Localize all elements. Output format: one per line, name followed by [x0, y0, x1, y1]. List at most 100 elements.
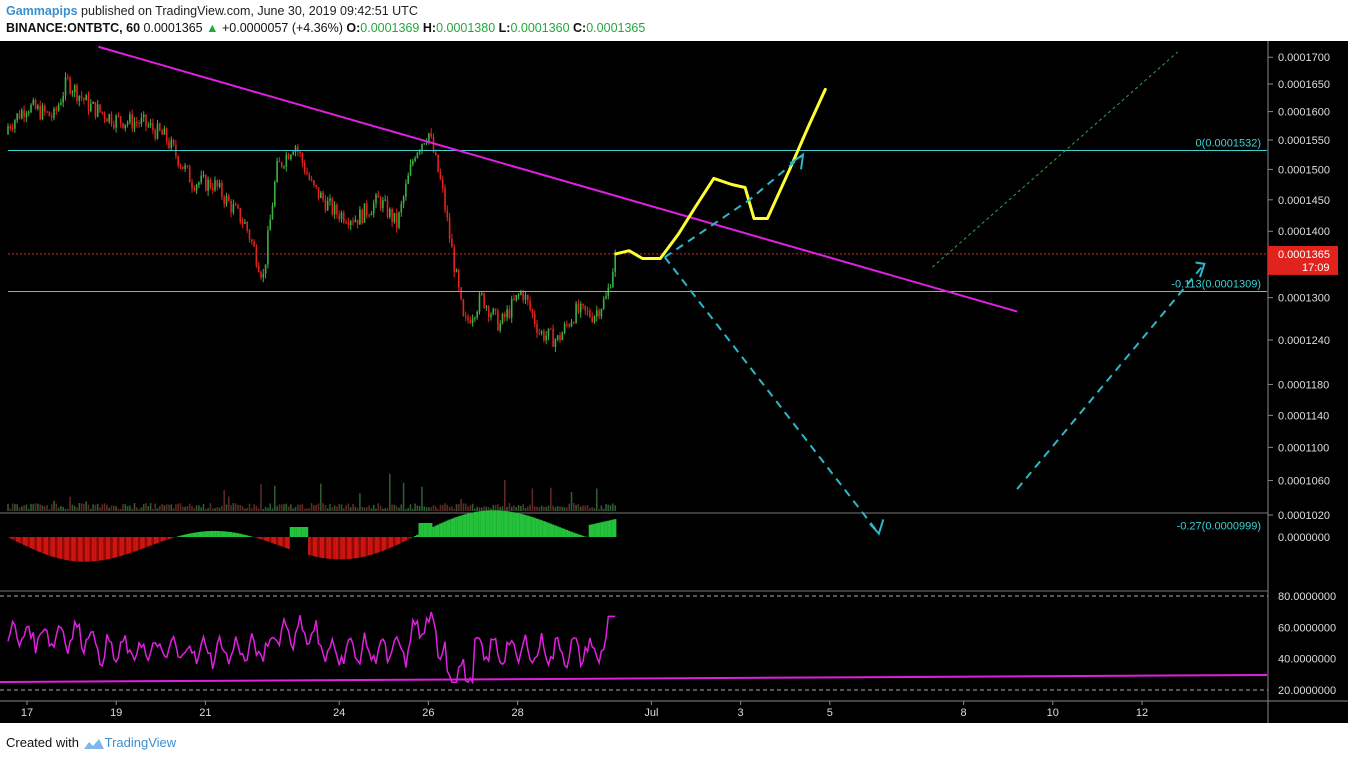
- candle-body: [476, 311, 478, 318]
- volume-bar: [575, 504, 577, 511]
- volume-bar: [200, 507, 202, 511]
- candle-body: [349, 221, 352, 226]
- time-tick-label: Jul: [644, 707, 658, 719]
- macd-bar: [298, 527, 302, 537]
- candle-body: [50, 116, 53, 118]
- macd-bar: [195, 532, 198, 537]
- macd-bar: [404, 537, 408, 541]
- macd-bar: [289, 527, 293, 537]
- time-tick-label: 17: [21, 707, 33, 719]
- candle-body: [501, 313, 504, 324]
- macd-bar: [427, 523, 431, 537]
- macd-bar: [609, 520, 612, 537]
- volume-bars: [7, 473, 616, 511]
- macd-bar: [324, 537, 327, 559]
- macd-bar: [303, 527, 306, 537]
- volume-bar: [209, 503, 212, 511]
- candle-body: [510, 299, 513, 318]
- author-name[interactable]: Gammapips: [6, 4, 78, 18]
- macd-bar: [434, 525, 437, 537]
- volume-bar: [85, 501, 87, 511]
- price-chart[interactable]: 0(0.0001532) -0.113(0.0001309) -0.27(0.000…: [0, 41, 1348, 723]
- candle-body: [241, 222, 244, 224]
- price-tick-label: 0.0001180: [1278, 379, 1329, 391]
- up-arrow-icon: ▲: [206, 21, 219, 35]
- macd-bar: [469, 512, 472, 537]
- macd-bar: [517, 513, 520, 537]
- volume-bar: [405, 508, 407, 511]
- volume-bar: [584, 505, 587, 511]
- candle-body: [23, 110, 25, 118]
- candle-body: [177, 155, 179, 166]
- volume-bar: [517, 504, 520, 511]
- candle-body: [287, 154, 290, 160]
- candle-body: [556, 335, 559, 340]
- volume-bar: [290, 504, 292, 511]
- dashed-projection-up: [664, 153, 804, 259]
- candle-body: [46, 111, 48, 113]
- macd-bar: [542, 521, 546, 537]
- macd-bar: [266, 537, 270, 542]
- volume-bar: [99, 507, 101, 511]
- candle-body: [55, 108, 58, 111]
- macd-tick-label: 0.0000000: [1278, 532, 1330, 544]
- macd-bar: [18, 537, 21, 543]
- candle-body: [115, 115, 117, 128]
- volume-bar: [294, 506, 297, 511]
- last-price: 0.0001365: [143, 21, 203, 35]
- volume-bar: [568, 503, 570, 511]
- macd-bar: [565, 529, 569, 537]
- volume-bar: [423, 506, 426, 511]
- candle-body: [106, 118, 108, 122]
- macd-bar: [455, 517, 458, 537]
- macd-bar: [213, 530, 217, 537]
- macd-bar: [478, 511, 481, 537]
- chart-frame[interactable]: 0(0.0001532) -0.113(0.0001309) -0.27(0.000…: [0, 41, 1348, 723]
- candle-body: [602, 298, 605, 310]
- macd-bar: [55, 537, 58, 558]
- macd-bar: [232, 532, 235, 537]
- candle-body: [352, 221, 354, 223]
- candle-body: [582, 303, 584, 306]
- macd-bar: [220, 531, 224, 537]
- volume-bar: [297, 504, 299, 511]
- candle-body: [269, 219, 271, 231]
- macd-bar: [114, 537, 118, 558]
- created-with-text: Created with: [6, 735, 79, 750]
- volume-bar: [228, 496, 230, 511]
- candle-body: [393, 212, 396, 223]
- volume-bar: [462, 503, 465, 511]
- macd-bar: [271, 537, 274, 544]
- candle-body: [64, 77, 67, 96]
- volume-bar: [375, 508, 377, 511]
- candle-body: [39, 105, 41, 120]
- macd-bar: [82, 537, 86, 562]
- macd-bar: [78, 537, 81, 562]
- volume-bar: [149, 503, 152, 511]
- volume-bar: [122, 504, 124, 511]
- macd-bar: [13, 537, 17, 541]
- macd-bar: [611, 519, 615, 537]
- volume-bar: [172, 508, 175, 511]
- arrow-head-icon: [1195, 261, 1206, 278]
- low-value: 0.0001360: [510, 21, 570, 35]
- candle-body: [579, 303, 582, 313]
- candle-body: [409, 164, 412, 176]
- candle-body: [531, 309, 534, 314]
- candle-body: [280, 162, 283, 167]
- macd-bar: [160, 537, 164, 542]
- macd-bar: [358, 537, 362, 558]
- price-tick-label: 0.0001400: [1278, 226, 1330, 238]
- volume-bar: [152, 508, 154, 511]
- macd-bar: [167, 537, 171, 540]
- macd-bar: [57, 537, 60, 559]
- macd-bar: [124, 537, 127, 555]
- macd-bar: [496, 510, 500, 537]
- candle-body: [552, 328, 554, 347]
- volume-bar: [182, 506, 184, 511]
- tradingview-brand[interactable]: TradingView: [104, 735, 177, 750]
- candle-body: [276, 160, 278, 183]
- candle-body: [124, 124, 127, 129]
- macd-bar: [561, 528, 564, 537]
- macd-bar: [338, 537, 341, 560]
